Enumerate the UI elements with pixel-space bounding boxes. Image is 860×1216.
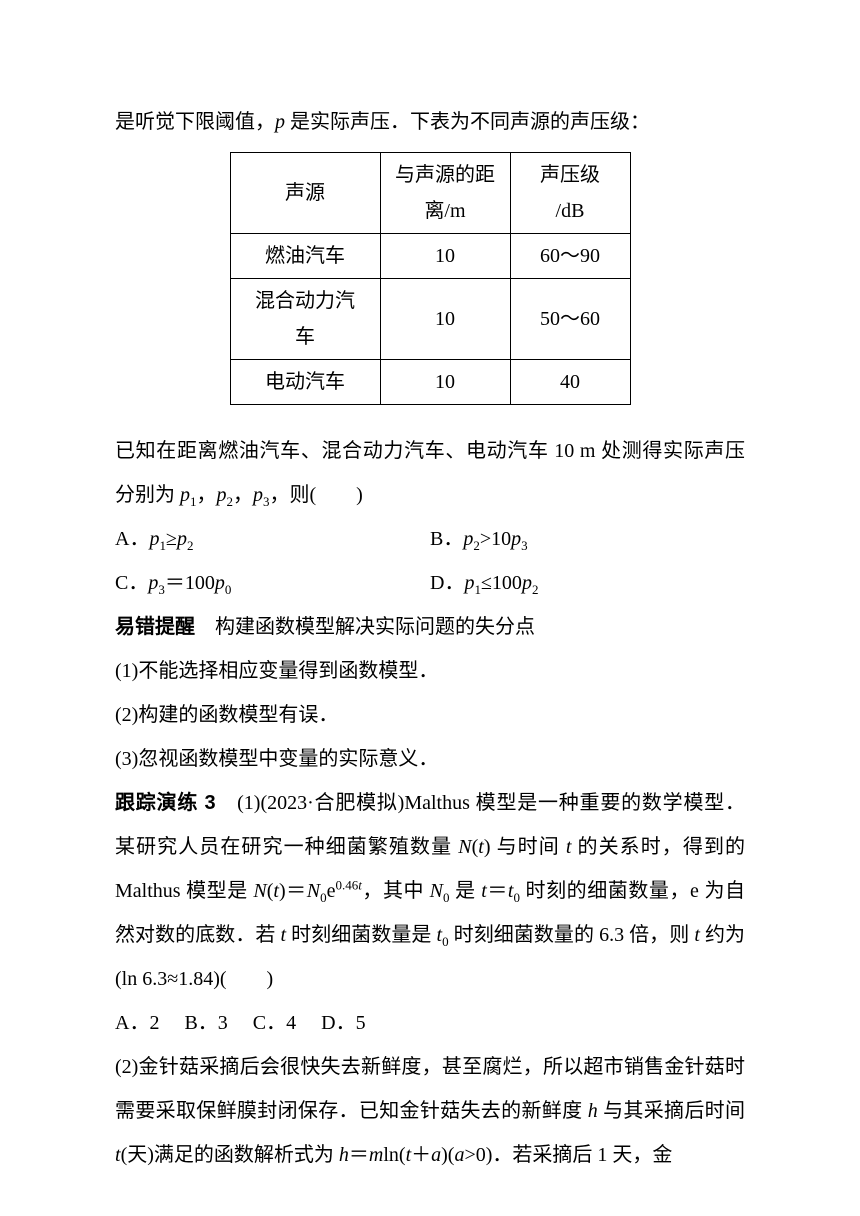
- warning-item-2: (2)构建的函数模型有误．: [115, 693, 745, 737]
- warning-item-1: (1)不能选择相应变量得到函数模型．: [115, 649, 745, 693]
- cell-distance: 10: [380, 234, 510, 279]
- cell-source: 燃油汽车: [230, 234, 380, 279]
- option-b2: B．3: [184, 1012, 227, 1034]
- cell-db: 50～60: [510, 279, 630, 360]
- option-d: D．p1≤100p2: [430, 561, 745, 605]
- cell-source: 混合动力汽车: [230, 279, 380, 360]
- known-text: 已知在距离燃油汽车、混合动力汽车、电动汽车 10 m 处测得实际声压分别为 p1…: [115, 429, 745, 517]
- warning-title: 易错提醒: [115, 616, 195, 638]
- exercise-label: 跟踪演练 3: [115, 792, 216, 814]
- option-d2: D．5: [321, 1012, 365, 1034]
- cell-distance: 10: [380, 360, 510, 405]
- option-a: A．p1≥p2: [115, 517, 430, 561]
- table-row: 电动汽车 10 40: [230, 360, 630, 405]
- options-row-1: A．p1≥p2 B．p2>10p3: [115, 517, 745, 561]
- cell-db: 40: [510, 360, 630, 405]
- options-abcd: A．2 B．3 C．4 D．5: [115, 1001, 745, 1045]
- header-db: 声压级/dB: [510, 153, 630, 234]
- exercise-3-1: 跟踪演练 3 (1)(2023·合肥模拟)Malthus 模型是一种重要的数学模…: [115, 781, 745, 1001]
- intro-text: 是听觉下限阈值，p 是实际声压．下表为不同声源的声压级：: [115, 100, 745, 144]
- sound-pressure-table-wrap: 声源 与声源的距离/m 声压级/dB 燃油汽车 10 60～90 混合动力汽车 …: [115, 152, 745, 405]
- cell-db: 60～90: [510, 234, 630, 279]
- option-c: C．p3＝100p0: [115, 561, 430, 605]
- cell-source: 电动汽车: [230, 360, 380, 405]
- table-row: 混合动力汽车 10 50～60: [230, 279, 630, 360]
- options-row-2: C．p3＝100p0 D．p1≤100p2: [115, 561, 745, 605]
- header-distance: 与声源的距离/m: [380, 153, 510, 234]
- option-c2: C．4: [253, 1012, 296, 1034]
- option-a2: A．2: [115, 1012, 159, 1034]
- var-p: p: [275, 111, 285, 133]
- exercise-3-2: (2)金针菇采摘后会很快失去新鲜度，甚至腐烂，所以超市销售金针菇时需要采取保鲜膜…: [115, 1045, 745, 1177]
- sound-pressure-table: 声源 与声源的距离/m 声压级/dB 燃油汽车 10 60～90 混合动力汽车 …: [230, 152, 631, 405]
- header-source: 声源: [230, 153, 380, 234]
- table-row: 燃油汽车 10 60～90: [230, 234, 630, 279]
- warning-heading: 易错提醒 构建函数模型解决实际问题的失分点: [115, 605, 745, 649]
- warning-item-3: (3)忽视函数模型中变量的实际意义．: [115, 737, 745, 781]
- table-header-row: 声源 与声源的距离/m 声压级/dB: [230, 153, 630, 234]
- option-b: B．p2>10p3: [430, 517, 745, 561]
- cell-distance: 10: [380, 279, 510, 360]
